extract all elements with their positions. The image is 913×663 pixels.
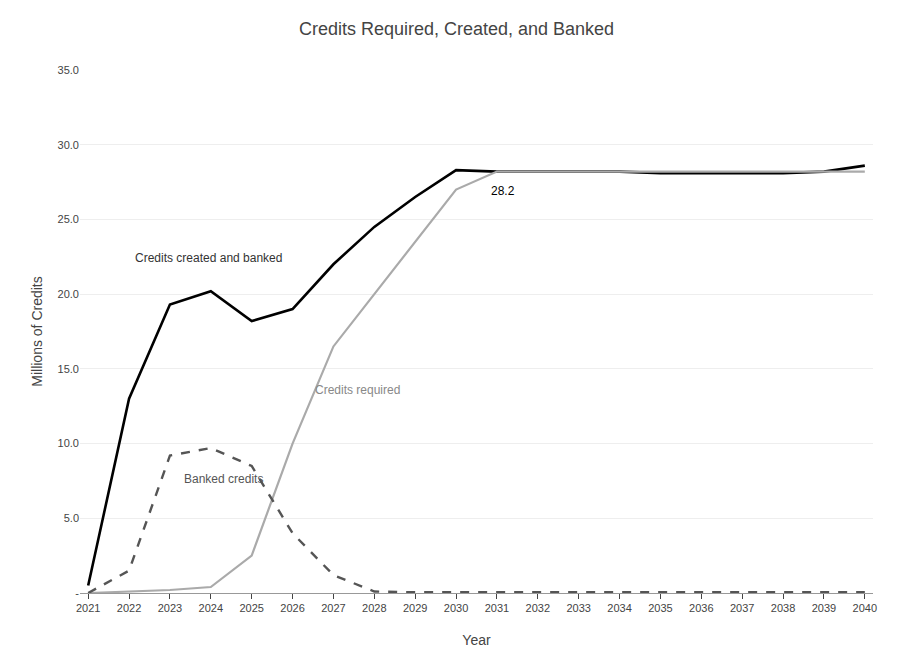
svg-text:2036: 2036 bbox=[689, 602, 713, 614]
svg-text:2035: 2035 bbox=[648, 602, 672, 614]
svg-text:2038: 2038 bbox=[771, 602, 795, 614]
svg-text:2033: 2033 bbox=[566, 602, 590, 614]
svg-text:20.0: 20.0 bbox=[58, 288, 79, 300]
svg-text:2039: 2039 bbox=[812, 602, 836, 614]
svg-text:-: - bbox=[75, 587, 79, 599]
svg-text:15.0: 15.0 bbox=[58, 363, 79, 375]
svg-text:2031: 2031 bbox=[485, 602, 509, 614]
svg-text:2032: 2032 bbox=[526, 602, 550, 614]
svg-text:2023: 2023 bbox=[158, 602, 182, 614]
svg-text:2021: 2021 bbox=[76, 602, 100, 614]
svg-text:Year: Year bbox=[462, 632, 491, 648]
svg-text:28.2: 28.2 bbox=[491, 184, 515, 198]
svg-text:2026: 2026 bbox=[280, 602, 304, 614]
svg-text:2034: 2034 bbox=[607, 602, 631, 614]
svg-text:2037: 2037 bbox=[730, 602, 754, 614]
svg-text:2029: 2029 bbox=[403, 602, 427, 614]
svg-text:30.0: 30.0 bbox=[58, 139, 79, 151]
svg-text:10.0: 10.0 bbox=[58, 437, 79, 449]
svg-text:25.0: 25.0 bbox=[58, 213, 79, 225]
svg-text:2040: 2040 bbox=[853, 602, 877, 614]
svg-text:Credits created and banked: Credits created and banked bbox=[135, 251, 282, 265]
svg-text:2024: 2024 bbox=[199, 602, 223, 614]
svg-text:Credits Required, Created, and: Credits Required, Created, and Banked bbox=[299, 19, 614, 39]
svg-text:Millions of Credits: Millions of Credits bbox=[29, 276, 45, 386]
svg-text:2030: 2030 bbox=[444, 602, 468, 614]
svg-text:Banked credits: Banked credits bbox=[184, 472, 263, 486]
svg-text:2022: 2022 bbox=[117, 602, 141, 614]
svg-text:35.0: 35.0 bbox=[58, 64, 79, 76]
svg-text:2028: 2028 bbox=[362, 602, 386, 614]
svg-text:2025: 2025 bbox=[239, 602, 263, 614]
svg-text:Credits required: Credits required bbox=[315, 383, 400, 397]
svg-text:2027: 2027 bbox=[321, 602, 345, 614]
svg-text:5.0: 5.0 bbox=[64, 512, 79, 524]
